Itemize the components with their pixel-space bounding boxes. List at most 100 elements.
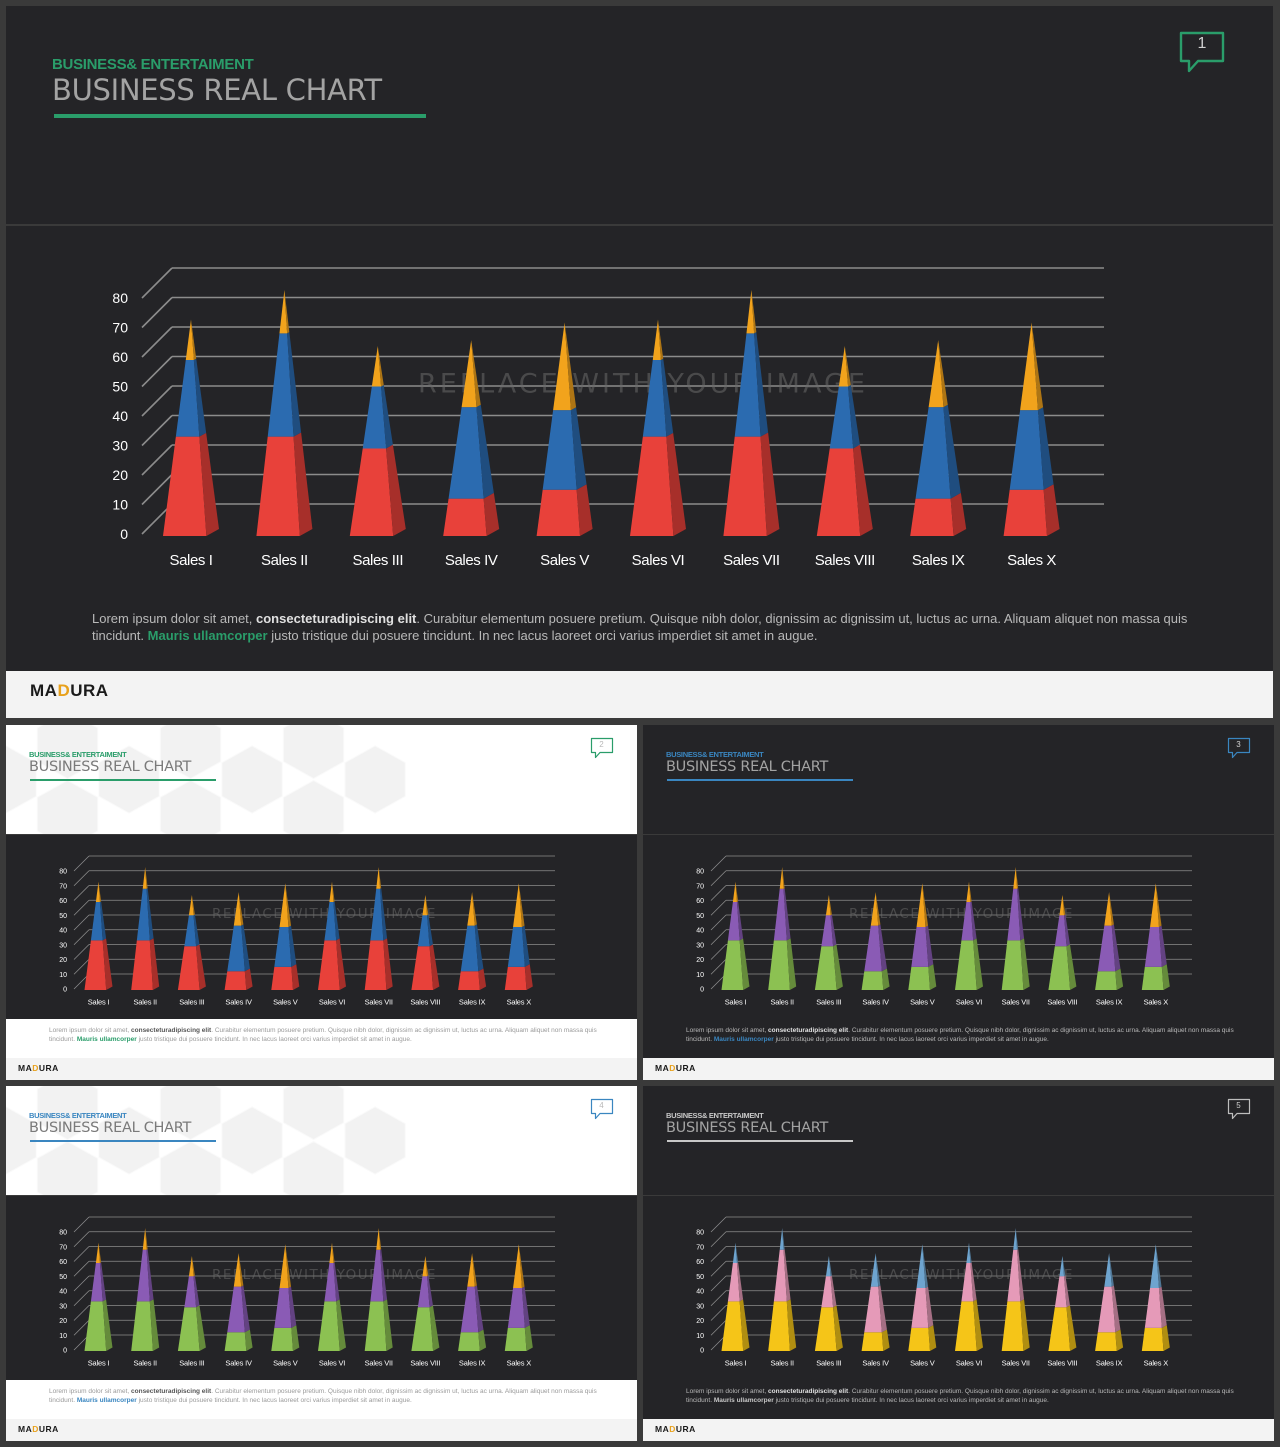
cone-segment-side [285,1244,292,1289]
cone-segment [417,915,430,947]
cone-segment [513,1244,522,1289]
cone-segment [271,966,293,990]
cone-segment [507,927,525,967]
cone-segment [1059,1256,1065,1277]
cone-segment [1013,867,1018,889]
cone-segment-side [830,914,837,947]
cone-segment [233,892,242,926]
cone-segment [821,915,834,947]
body-p1: Lorem ipsum dolor sit amet, [92,611,257,626]
cone-segment-side [1037,407,1054,490]
madura-logo: MADURA [655,1063,696,1073]
cone-chart: 0 10 20 30 40 50 60 70 80 REPLACE WITH YOUR IMAGE… [112,267,1104,569]
y-tick-label: 10 [696,1333,704,1340]
cone-segment [90,1262,103,1302]
body-p3: justo tristique dui posuere tincidunt. I… [136,1035,412,1043]
cone-segment [131,1301,153,1351]
cone-10 [504,1244,533,1351]
cone-6 [318,1242,346,1351]
y-tick-label: 10 [112,497,128,513]
x-tick-label: Sales X [1144,1359,1169,1368]
slide-footer: MADURA [6,1057,637,1080]
cone-segment-side [1017,888,1025,941]
cone-segment-side [193,914,200,947]
slide-number: 4 [599,1100,604,1110]
title-block: BUSINESS& ENTERTAIMENT BUSINESS REAL CHAR… [666,1111,828,1137]
title-underline [54,114,426,118]
cone-segment [1013,1228,1018,1250]
cone-segment-side [193,1275,200,1308]
cone-segment-side [429,944,440,990]
cone-segment [727,1262,740,1302]
cone-segment-side [472,892,477,926]
cone-segment-side [288,1286,297,1328]
gridline-diag [141,444,173,476]
cone-segment [1054,915,1067,947]
gridline-diag [710,929,727,946]
logo-part-a: MA [18,1062,33,1073]
cone-segment-side [287,332,302,437]
x-tick-label: Sales IX [459,1359,486,1368]
cone-segment [422,1256,428,1277]
slide-footer: MADURA [6,671,1273,718]
cone-segment [95,881,100,902]
cone-segment-side [291,1325,300,1351]
y-tick-label: 20 [112,467,128,483]
y-tick-label: 40 [696,1289,704,1296]
cone-segment [1150,883,1159,928]
x-tick-label: Sales VI [956,998,982,1007]
cone-segment-side [196,944,206,990]
body-link: Mauris ullamcorper [147,628,268,643]
y-tick-label: 50 [112,379,128,395]
text-band: Lorem ipsum dolor sit amet, consectetura… [6,594,1273,671]
cone-segment [185,319,194,360]
y-tick-label: 30 [59,1303,67,1310]
cone-6 [955,1242,983,1351]
body-bold: consecteturadipiscing elit [768,1027,849,1034]
x-tick-label: Sales V [910,1359,935,1368]
cone-segment-side [284,290,290,334]
cone-segment [1054,1276,1067,1308]
cone-segment [177,1307,200,1351]
cone-segment-side [1158,1286,1167,1328]
gridline-diag [710,958,727,975]
y-tick-label: 30 [696,942,704,949]
comment-bubble-icon: 5 [1227,1098,1251,1120]
cone-segment [928,340,944,408]
cone-segment-side [425,1256,429,1277]
cone-segment-side [427,1275,433,1308]
y-tick-label: 70 [59,1244,67,1251]
cone-segment-side [844,346,851,387]
slide-number: 5 [1236,1100,1241,1110]
cone-segment-side [332,1242,335,1263]
cone-9 [458,1253,487,1351]
body-link: Mauris ullamcorper [76,1396,137,1404]
y-tick-label: 50 [696,913,704,920]
cone-segment [364,1301,387,1351]
gridline-diag [141,414,173,447]
x-tick-label: Sales VIII [410,1359,440,1368]
cone-segment [227,1286,245,1333]
x-tick-label: Sales VIII [1047,1359,1077,1368]
cone-segment-side [875,892,881,926]
cone-segment-side [1062,1256,1066,1277]
cone-segment-side [149,938,160,990]
y-tick-label: 20 [59,957,67,964]
x-tick-label: Sales IX [1096,1359,1123,1368]
x-tick-label: Sales VIII [410,998,440,1007]
y-tick-label: 60 [112,349,128,365]
cone-segment-side [332,881,335,902]
cone-segment-side [938,340,948,408]
cone-segment-side [293,432,313,536]
cone-segment [814,946,837,990]
gridline-diag [73,855,90,872]
y-tick-label: 50 [696,1274,704,1281]
cone-segment [362,386,387,449]
cone-segment-side [521,1286,530,1328]
y-tick-label: 70 [696,1244,704,1251]
cone-segment-side [483,492,500,536]
slide-subtitle: BUSINESS& ENTERTAIMENT [29,1111,127,1120]
cone-segment-side [380,888,388,941]
x-tick-label: Sales X [1144,998,1169,1007]
x-tick-label: Sales VI [956,1359,982,1368]
